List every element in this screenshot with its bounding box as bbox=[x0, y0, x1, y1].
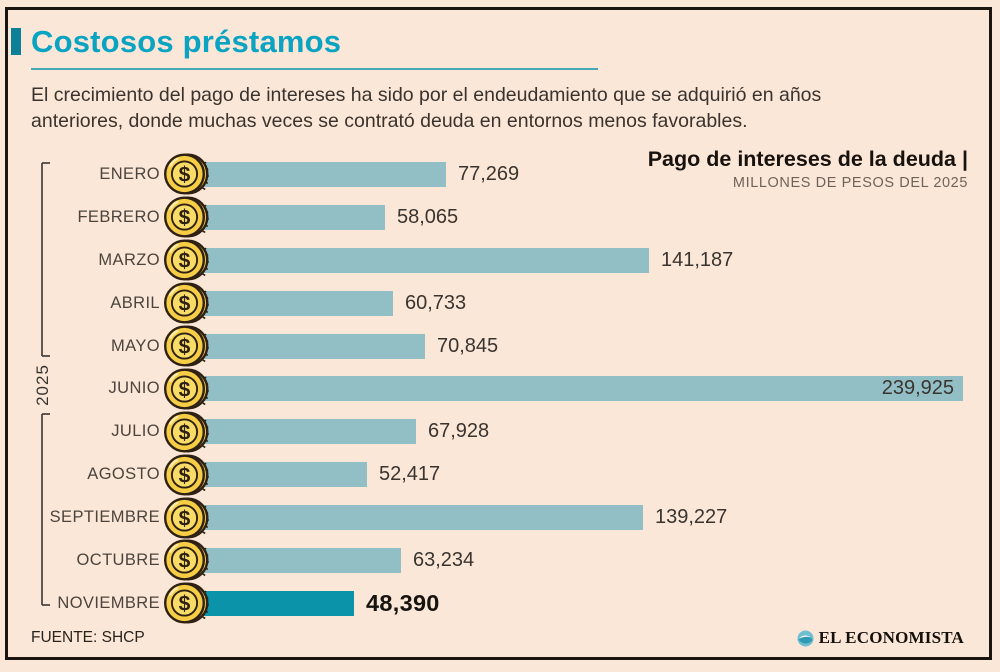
coin-dollar-icon: $ bbox=[163, 151, 209, 197]
chart-row-julio: JULIO $ 67,928 bbox=[0, 410, 995, 453]
bar-junio: 239,925 bbox=[200, 376, 963, 402]
coin-dollar-icon: $ bbox=[163, 495, 209, 541]
chart-units-label: MILLONES DE PESOS DEL 2025 bbox=[732, 175, 968, 191]
description-line-2: anteriores, donde muchas veces se contra… bbox=[31, 110, 748, 133]
coin-dollar-icon: $ bbox=[163, 537, 209, 583]
bar-agosto bbox=[200, 462, 367, 488]
svg-text:$: $ bbox=[179, 250, 191, 273]
svg-text:$: $ bbox=[179, 336, 191, 359]
svg-text:$: $ bbox=[179, 293, 191, 316]
chart-row-febrero: FEBRERO $ 58,065 bbox=[0, 196, 995, 239]
infographic-frame bbox=[5, 7, 992, 660]
brand-name: EL ECONOMISTA bbox=[818, 628, 964, 647]
title-underline bbox=[31, 68, 598, 70]
source-label: FUENTE: SHCP bbox=[31, 629, 145, 646]
month-label: MARZO bbox=[98, 250, 160, 269]
chart-row-marzo: MARZO $ 141,187 bbox=[0, 239, 995, 282]
year-axis: 2025 bbox=[34, 162, 52, 606]
svg-text:$: $ bbox=[179, 207, 191, 230]
chart-row-agosto: AGOSTO $ 52,417 bbox=[0, 453, 995, 496]
chart-row-octubre: OCTUBRE $ 63,234 bbox=[0, 539, 995, 582]
value-label: 239,925 bbox=[881, 377, 954, 400]
month-label: MAYO bbox=[111, 336, 160, 355]
value-label: 141,187 bbox=[661, 248, 734, 271]
coin-dollar-icon: $ bbox=[163, 323, 209, 369]
bar-mayo bbox=[200, 333, 425, 359]
value-label: 139,227 bbox=[655, 506, 728, 529]
value-label: 48,390 bbox=[366, 589, 440, 616]
value-label: 63,234 bbox=[413, 548, 475, 571]
month-label: FEBRERO bbox=[77, 207, 160, 226]
coin-dollar-icon: $ bbox=[163, 580, 209, 626]
chart-row-mayo: MAYO $ 70,845 bbox=[0, 325, 995, 368]
page-title: Costosos préstamos bbox=[31, 24, 342, 59]
year-label: 2025 bbox=[34, 364, 52, 406]
chart-row-enero: ENERO $ 77,269 bbox=[0, 153, 995, 196]
brand-logo: EL ECONOMISTA bbox=[797, 628, 964, 648]
chart-row-junio: JUNIO $ 239,925 bbox=[0, 367, 995, 410]
svg-text:$: $ bbox=[179, 550, 191, 573]
chart-header: Pago de intereses de la deuda | MILLONES… bbox=[648, 147, 968, 191]
month-label: JULIO bbox=[111, 422, 160, 441]
month-label: OCTUBRE bbox=[76, 550, 160, 569]
month-label: ENERO bbox=[99, 164, 160, 183]
chart-row-septiembre: SEPTIEMBRE $ 139,227 bbox=[0, 496, 995, 539]
chart-row-abril: ABRIL $ 60,733 bbox=[0, 282, 995, 325]
coin-dollar-icon: $ bbox=[163, 194, 209, 240]
description-line-1: El crecimiento del pago de intereses ha … bbox=[31, 84, 822, 106]
svg-text:$: $ bbox=[179, 164, 191, 187]
month-label: AGOSTO bbox=[87, 465, 160, 484]
bar-septiembre bbox=[200, 505, 643, 531]
title-accent-block bbox=[11, 28, 21, 55]
svg-text:$: $ bbox=[179, 507, 191, 530]
bar-octubre bbox=[200, 547, 401, 573]
coin-dollar-icon: $ bbox=[163, 409, 209, 455]
svg-text:$: $ bbox=[179, 593, 191, 616]
value-label: 70,845 bbox=[437, 334, 499, 357]
svg-text:$: $ bbox=[179, 378, 191, 401]
svg-text:$: $ bbox=[179, 421, 191, 444]
el-economista-icon bbox=[797, 630, 814, 646]
chart-rows: ENERO $ 77,269 FEBRERO $ 58,065 MARZO $ 14… bbox=[0, 153, 995, 625]
value-label: 60,733 bbox=[405, 291, 467, 314]
month-label: ABRIL bbox=[110, 293, 160, 312]
svg-text:$: $ bbox=[179, 464, 191, 487]
value-label: 77,269 bbox=[458, 162, 520, 185]
bar-noviembre bbox=[200, 590, 354, 616]
coin-dollar-icon: $ bbox=[163, 366, 209, 412]
coin-dollar-icon: $ bbox=[163, 280, 209, 326]
bar-abril bbox=[200, 290, 393, 316]
bar-enero bbox=[200, 161, 446, 187]
value-label: 52,417 bbox=[379, 463, 441, 486]
month-label: JUNIO bbox=[108, 379, 160, 398]
chart-row-noviembre: NOVIEMBRE $ 48,390 bbox=[0, 582, 995, 625]
value-label: 67,928 bbox=[428, 420, 490, 443]
month-label: SEPTIEMBRE bbox=[49, 508, 160, 527]
bar-julio bbox=[200, 419, 416, 445]
chart-description: El crecimiento del pago de intereses ha … bbox=[31, 82, 961, 134]
bar-marzo bbox=[200, 247, 649, 273]
coin-dollar-icon: $ bbox=[163, 237, 209, 283]
value-label: 58,065 bbox=[397, 205, 459, 228]
month-label: NOVIEMBRE bbox=[57, 593, 160, 612]
coin-dollar-icon: $ bbox=[163, 452, 209, 498]
bar-febrero bbox=[200, 204, 385, 230]
chart-title: Pago de intereses de la deuda | bbox=[647, 147, 968, 171]
